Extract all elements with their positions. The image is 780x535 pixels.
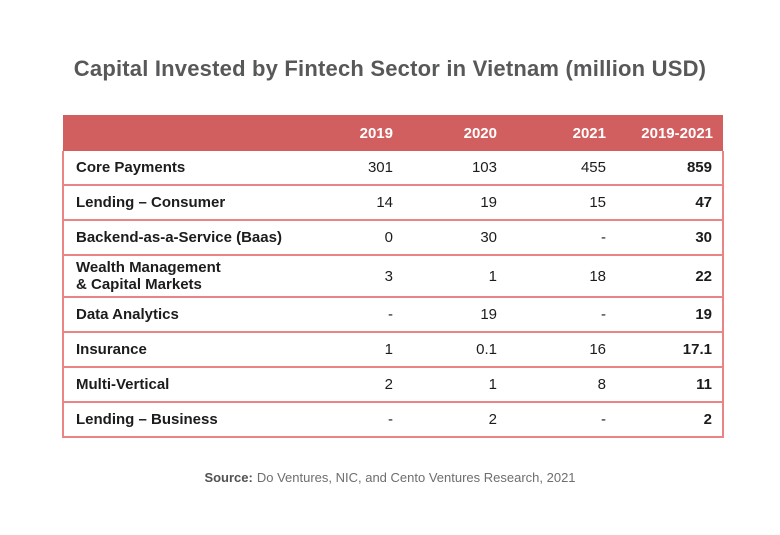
total-cell: 19 [616, 297, 724, 333]
value-cell-2019: 2 [303, 367, 403, 403]
value-cell-2019: 0 [303, 220, 403, 256]
value-cell-2019: 3 [303, 255, 403, 298]
table-row: Lending – Business - 2 - 2 [62, 402, 724, 438]
total-cell: 2 [616, 402, 724, 438]
table-row: Core Payments 301 103 455 859 [62, 151, 724, 186]
header-sector [63, 115, 303, 151]
sector-cell: Insurance [62, 332, 303, 368]
source-text: Do Ventures, NIC, and Cento Ventures Res… [256, 470, 576, 485]
table-row: Backend-as-a-Service (Baas) 0 30 - 30 [62, 220, 724, 256]
value-cell-2020: 19 [403, 185, 507, 221]
sector-cell: Data Analytics [62, 297, 303, 333]
sector-cell: Backend-as-a-Service (Baas) [62, 220, 303, 256]
source-line: Source: Do Ventures, NIC, and Cento Ventu… [0, 470, 780, 485]
capital-invested-table: 2019 2020 2021 2019-2021 Core Payments 3… [62, 115, 724, 438]
value-cell-2021: 16 [507, 332, 616, 368]
source-label: Source: [204, 470, 253, 485]
value-cell-2019: 301 [303, 151, 403, 186]
total-cell: 30 [616, 220, 724, 256]
total-cell: 47 [616, 185, 724, 221]
value-cell-2021: - [507, 297, 616, 333]
value-cell-2020: 1 [403, 255, 507, 298]
sector-cell: Wealth Management & Capital Markets [62, 255, 303, 298]
total-cell: 17.1 [616, 332, 724, 368]
header-row: 2019 2020 2021 2019-2021 [63, 115, 723, 151]
value-cell-2020: 19 [403, 297, 507, 333]
total-cell: 859 [616, 151, 724, 186]
table-row: Wealth Management & Capital Markets 3 1 … [62, 255, 724, 298]
value-cell-2020: 1 [403, 367, 507, 403]
header-total: 2019-2021 [616, 115, 723, 151]
value-cell-2021: 18 [507, 255, 616, 298]
value-cell-2020: 30 [403, 220, 507, 256]
value-cell-2021: - [507, 220, 616, 256]
sector-cell: Core Payments [62, 151, 303, 186]
value-cell-2021: 455 [507, 151, 616, 186]
total-cell: 11 [616, 367, 724, 403]
value-cell-2019: 1 [303, 332, 403, 368]
value-cell-2021: 15 [507, 185, 616, 221]
header-2020: 2020 [403, 115, 507, 151]
value-cell-2019: 14 [303, 185, 403, 221]
value-cell-2020: 0.1 [403, 332, 507, 368]
total-cell: 22 [616, 255, 724, 298]
table-row: Insurance 1 0.1 16 17.1 [62, 332, 724, 368]
header-2019: 2019 [303, 115, 403, 151]
table-row: Multi-Vertical 2 1 8 11 [62, 367, 724, 403]
value-cell-2019: - [303, 402, 403, 438]
value-cell-2020: 2 [403, 402, 507, 438]
value-cell-2020: 103 [403, 151, 507, 186]
sector-cell: Multi-Vertical [62, 367, 303, 403]
table-row: Data Analytics - 19 - 19 [62, 297, 724, 333]
table-row: Lending – Consumer 14 19 15 47 [62, 185, 724, 221]
sector-cell: Lending – Consumer [62, 185, 303, 221]
header-2021: 2021 [507, 115, 616, 151]
table-header: 2019 2020 2021 2019-2021 [63, 115, 723, 151]
page-title: Capital Invested by Fintech Sector in Vi… [73, 56, 707, 81]
value-cell-2021: - [507, 402, 616, 438]
value-cell-2019: - [303, 297, 403, 333]
value-cell-2021: 8 [507, 367, 616, 403]
sector-cell: Lending – Business [62, 402, 303, 438]
